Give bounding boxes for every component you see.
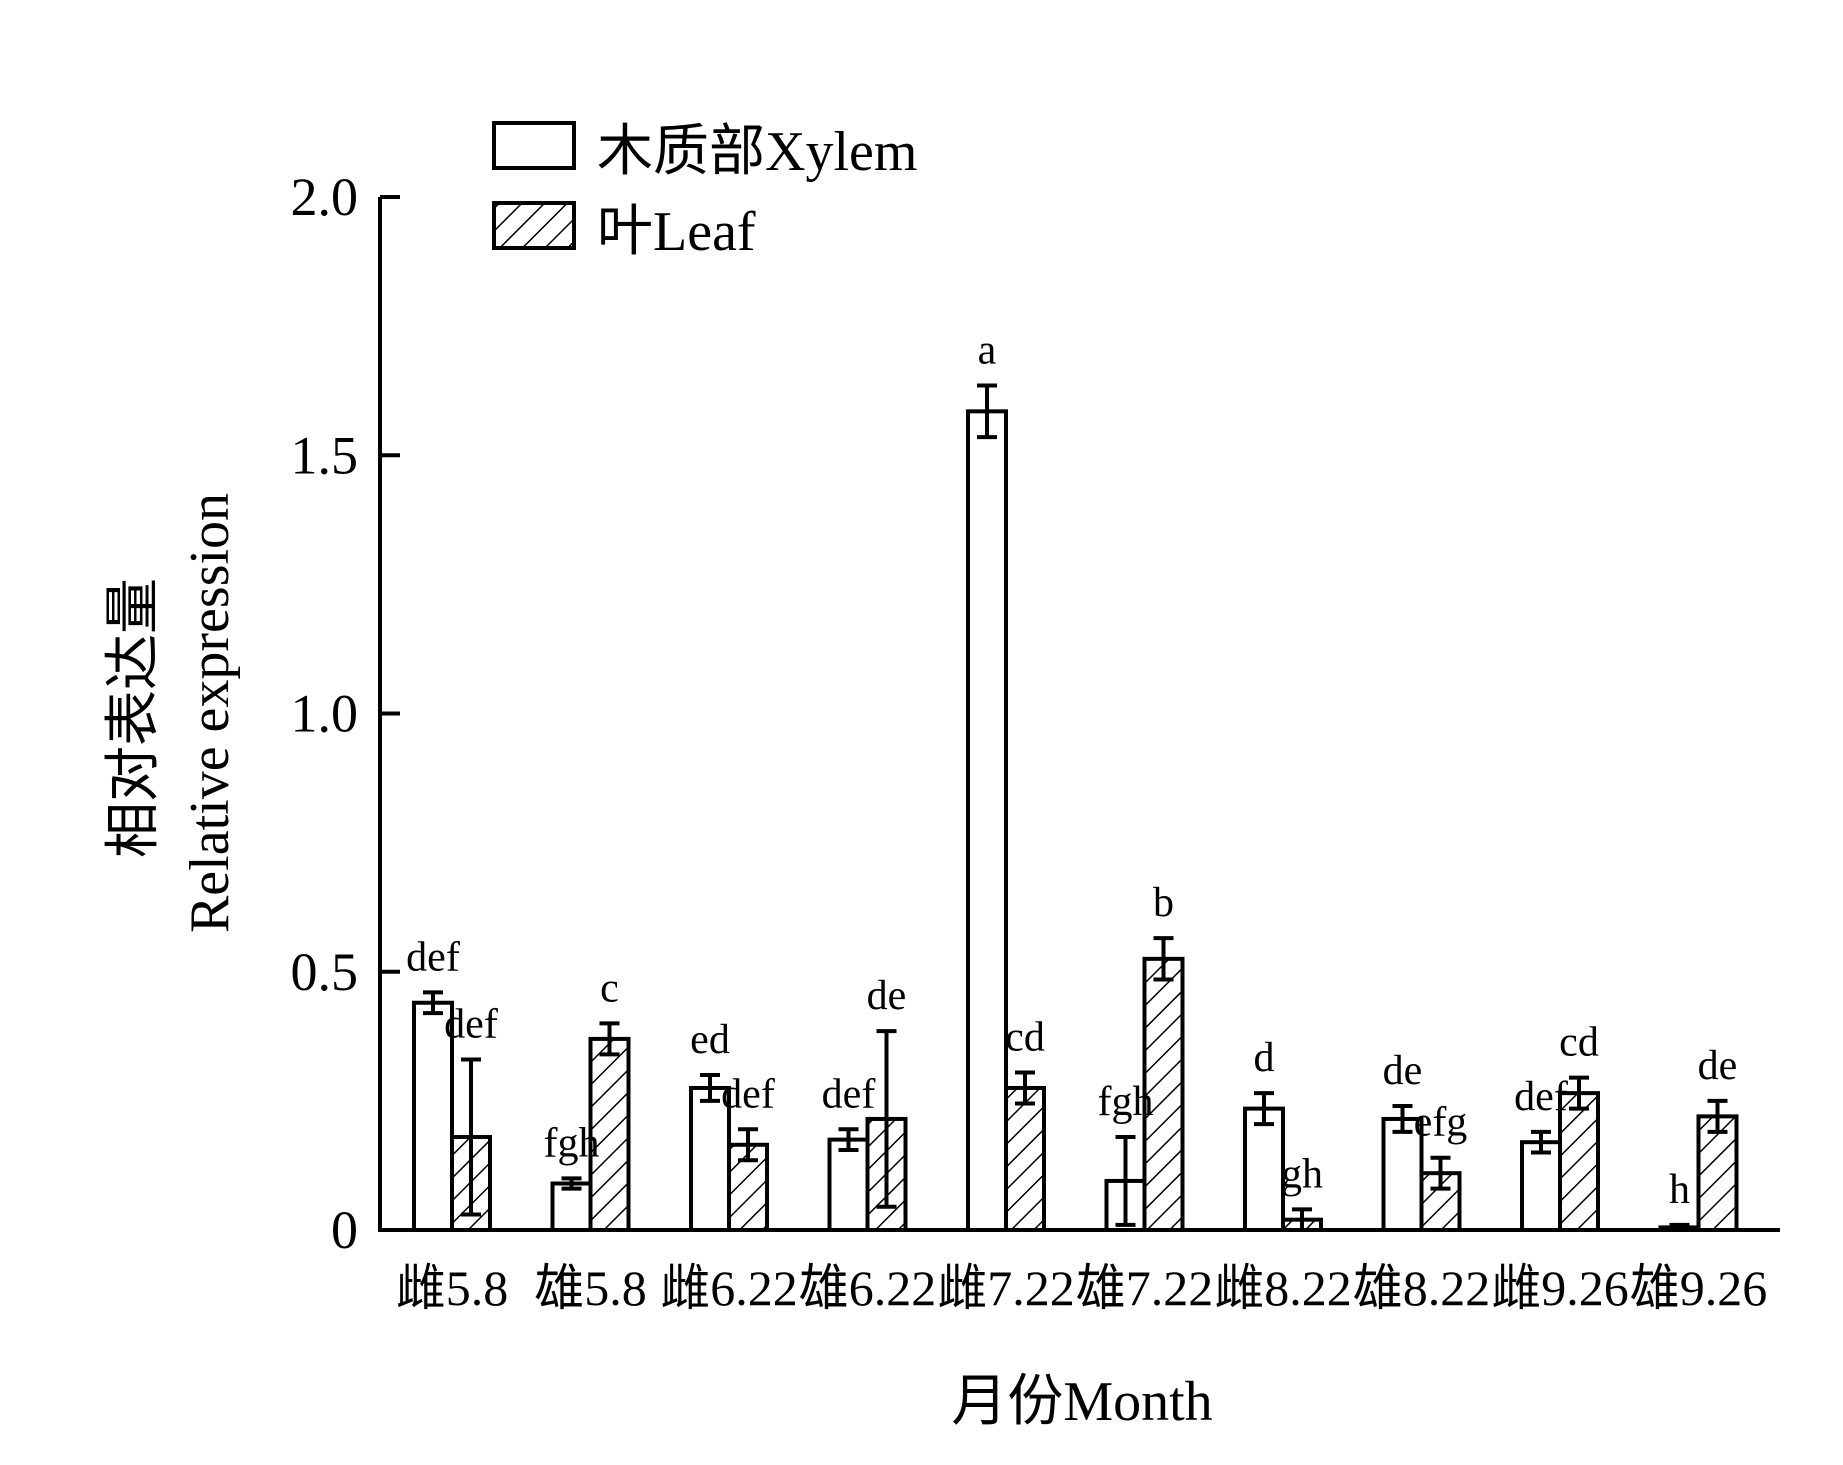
significance-label: de <box>867 973 907 1019</box>
y-axis-title-line1: 相对表达量 <box>103 578 165 858</box>
significance-label: def <box>444 1002 498 1048</box>
category-label: 雄6.22 <box>799 1260 937 1316</box>
legend-label-xylem: 木质部Xylem <box>597 121 917 183</box>
significance-label: b <box>1153 880 1174 926</box>
category-label: 雌8.22 <box>1214 1260 1352 1316</box>
category-label: 雌7.22 <box>937 1260 1075 1316</box>
y-tick-label: 0.5 <box>291 942 359 1002</box>
category-label: 雌9.26 <box>1491 1260 1629 1316</box>
y-ticks: 0 0.5 1.0 1.5 2.0 <box>291 167 400 1260</box>
significance-label: def <box>406 934 460 980</box>
legend-label-leaf: 叶Leaf <box>597 201 756 263</box>
significance-label: cd <box>1559 1020 1599 1066</box>
category-label: 雄7.22 <box>1076 1260 1214 1316</box>
bar-xylem <box>412 1000 454 1232</box>
bar-xylem <box>1243 1106 1285 1233</box>
category-label: 雌6.22 <box>660 1260 798 1316</box>
error-bar <box>1430 1155 1451 1191</box>
error-bars <box>423 383 1728 1232</box>
significance-label: ed <box>690 1017 730 1063</box>
significance-label: h <box>1669 1167 1690 1213</box>
error-bar <box>1392 1104 1413 1134</box>
significance-label: c <box>600 965 619 1011</box>
y-tick-label: 1.5 <box>291 425 359 485</box>
bar-xylem <box>827 1137 870 1233</box>
y-tick-label: 1.0 <box>291 684 359 744</box>
bar-leaf <box>1696 1114 1739 1232</box>
bar-leaf <box>1004 1085 1046 1233</box>
legend-swatch-xylem <box>492 121 576 170</box>
significance-label: fgh <box>1098 1079 1154 1125</box>
error-bar <box>423 990 443 1016</box>
significance-label: def <box>1514 1074 1568 1120</box>
error-bar <box>1153 936 1174 982</box>
y-tick-label: 2.0 <box>291 167 359 227</box>
error-bar <box>1292 1207 1312 1232</box>
significance-label: a <box>978 328 997 374</box>
category-labels: 雌5.8 雄5.8 雌6.22 雄6.22 雌7.22 雄7.22 雌8.22 雄8.22 雌9… <box>396 1260 1768 1316</box>
error-bar <box>1254 1091 1274 1127</box>
error-bar <box>461 1057 481 1217</box>
error-bar <box>1115 1135 1136 1227</box>
significance-label: efg <box>1414 1100 1468 1146</box>
bar-xylem <box>689 1085 731 1233</box>
category-label: 雌5.8 <box>396 1260 509 1316</box>
significance-label: d <box>1254 1035 1275 1081</box>
error-bar <box>1669 1222 1690 1232</box>
bar-leaf <box>1142 956 1185 1233</box>
error-bar <box>700 1073 720 1103</box>
error-bar <box>1015 1070 1035 1106</box>
category-label: 雄9.26 <box>1630 1260 1768 1316</box>
significance-label: def <box>822 1071 876 1117</box>
error-bar <box>1531 1129 1551 1155</box>
legend-swatch-leaf <box>492 201 576 250</box>
significance-label: gh <box>1281 1151 1323 1197</box>
bar-xylem <box>1520 1140 1562 1232</box>
y-axis-title-line2: Relative expression <box>179 493 241 933</box>
significance-label: de <box>1383 1048 1423 1094</box>
error-bar <box>1569 1075 1589 1111</box>
error-bar <box>599 1021 620 1057</box>
x-axis-title: 月份Month <box>951 1371 1212 1433</box>
error-bar <box>838 1127 859 1152</box>
bar-leaf <box>588 1036 631 1233</box>
significance-label: de <box>1698 1043 1738 1089</box>
error-bar <box>977 383 997 440</box>
error-bar <box>1707 1098 1728 1134</box>
error-bar <box>738 1127 758 1163</box>
significance-label: def <box>721 1071 775 1117</box>
significance-label: fgh <box>544 1120 600 1166</box>
error-bar <box>876 1029 897 1209</box>
category-label: 雄5.8 <box>534 1260 647 1316</box>
legend: 木质部Xylem 叶Leaf <box>492 121 917 263</box>
bar-xylem <box>966 409 1008 1233</box>
category-label: 雄8.22 <box>1353 1260 1491 1316</box>
error-bar <box>561 1176 582 1191</box>
y-tick-label: 0 <box>331 1200 358 1260</box>
significance-label: cd <box>1005 1014 1045 1060</box>
